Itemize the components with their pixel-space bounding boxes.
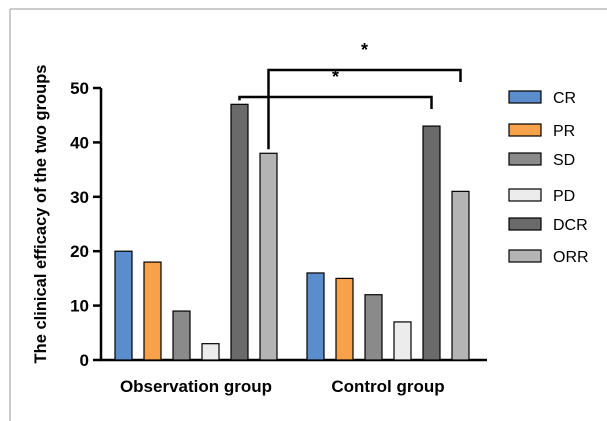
- legend-label-orr: ORR: [553, 249, 589, 266]
- y-tick-label-4: 40: [70, 133, 89, 152]
- bar-dcr-observation: [230, 103, 249, 361]
- x-tick-labels: Observation group Control group: [120, 377, 445, 396]
- y-tick-label-0: 0: [80, 351, 89, 370]
- y-axis-title: The clinical efficacy of the two groups: [32, 65, 50, 364]
- bar-sd-observation: [172, 310, 191, 361]
- legend-label-sd: SD: [553, 152, 575, 169]
- significance-star-dcr: *: [332, 67, 339, 87]
- legend-swatch-pr: [508, 123, 542, 137]
- legend-swatch-orr: [508, 249, 542, 263]
- y-tick-label-2: 20: [70, 242, 89, 261]
- legend-label-pr: PR: [553, 123, 575, 140]
- legend-swatch-dcr: [508, 217, 542, 231]
- axes: 0 10 20 30 40 50: [70, 79, 487, 370]
- bar-dcr-control: [422, 125, 441, 361]
- bar-pd-observation: [201, 343, 220, 361]
- bars: [114, 103, 470, 361]
- bar-orr-observation: [259, 152, 278, 361]
- legend-label-cr: CR: [553, 90, 576, 107]
- bar-cr-observation: [114, 250, 133, 361]
- significance-star-orr: *: [361, 40, 368, 60]
- legend-swatch-sd: [508, 152, 542, 166]
- legend-label-dcr: DCR: [553, 217, 588, 234]
- significance-bracket-dcr: [238, 95, 433, 109]
- significance-bracket-orr: [267, 68, 462, 150]
- legend-swatch-cr: [508, 90, 542, 104]
- bar-pr-control: [335, 277, 354, 361]
- x-tick-label-1: Control group: [331, 377, 444, 396]
- y-tick-label-5: 50: [70, 79, 89, 98]
- legend-label-pd: PD: [553, 188, 575, 205]
- x-tick-label-0: Observation group: [120, 377, 272, 396]
- y-tick-label-3: 30: [70, 188, 89, 207]
- bar-orr-control: [451, 190, 470, 361]
- bar-pd-control: [393, 321, 412, 361]
- legend: CR PR SD PD DCR ORR: [508, 90, 589, 266]
- legend-swatch-pd: [508, 188, 542, 202]
- bar-pr-observation: [143, 261, 162, 361]
- bar-sd-control: [364, 294, 383, 361]
- significance-annotations: **: [238, 40, 462, 150]
- bar-cr-control: [306, 272, 325, 361]
- y-tick-label-1: 10: [70, 297, 89, 316]
